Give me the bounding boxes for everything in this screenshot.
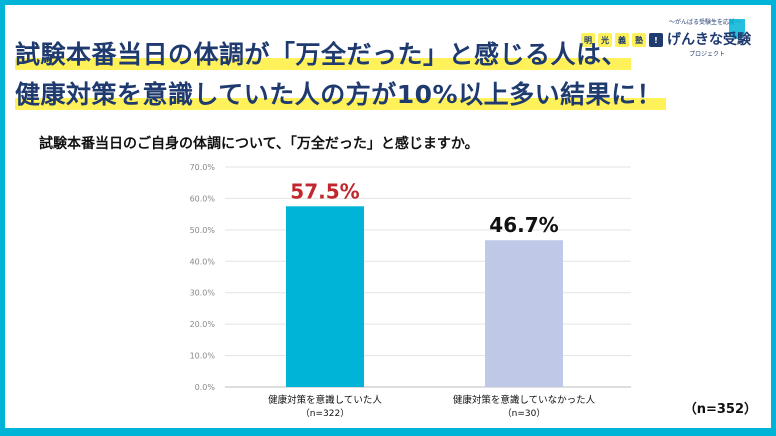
y-tick-label: 0.0% bbox=[195, 383, 216, 392]
logo-pill: ! bbox=[649, 33, 663, 47]
category-label: 健康対策を意識していた人 bbox=[268, 394, 382, 406]
logo-name: げんきな受験 bbox=[667, 32, 751, 48]
y-tick-label: 70.0% bbox=[190, 163, 216, 172]
y-tick-label: 60.0% bbox=[190, 194, 216, 203]
y-tick-label: 30.0% bbox=[190, 289, 216, 298]
bar bbox=[485, 240, 563, 387]
data-label: 57.5% bbox=[290, 179, 359, 203]
data-label: 46.7% bbox=[489, 213, 558, 237]
y-tick-label: 20.0% bbox=[190, 320, 216, 329]
logo-pill: 塾 bbox=[632, 33, 646, 47]
y-tick-label: 50.0% bbox=[190, 226, 216, 235]
y-tick-label: 10.0% bbox=[190, 352, 216, 361]
headline-line-1: 試験本番当日の体調が「万全だった」と感じる人は、 bbox=[15, 39, 632, 71]
category-label: 健康対策を意識していなかった人 bbox=[453, 394, 596, 406]
project-logo: 明 光 義 塾 ! 〜がんばる受験生を応援〜 げんきな受験 プロジェクト bbox=[579, 13, 759, 63]
bar bbox=[286, 206, 364, 387]
y-tick-label: 40.0% bbox=[190, 257, 216, 266]
total-sample-size: （n=352） bbox=[683, 402, 757, 417]
logo-pill: 義 bbox=[615, 33, 629, 47]
category-n-label: （n=322） bbox=[301, 408, 349, 419]
headline: 試験本番当日の体調が「万全だった」と感じる人は、 健康対策を意識していた人の方が… bbox=[15, 39, 667, 111]
survey-question: 試験本番当日のご自身の体調について、「万全だった」と感じますか。 bbox=[39, 136, 479, 152]
shield-icon bbox=[729, 19, 745, 39]
meiko-pills: 明 光 義 塾 ! bbox=[581, 33, 663, 47]
logo-tagline: 〜がんばる受験生を応援〜 bbox=[669, 19, 742, 26]
headline-line-2: 健康対策を意識していた人の方が10%以上多い結果に！ bbox=[15, 79, 667, 111]
logo-pill: 明 bbox=[581, 33, 595, 47]
bar-chart: 0.0% 10.0% 20.0% 30.0% 40.0% 50.0% 60.0% 70.0% 5… bbox=[190, 163, 631, 419]
logo-pill: 光 bbox=[598, 33, 612, 47]
logo-sub: プロジェクト bbox=[689, 51, 726, 58]
category-n-label: （n=30） bbox=[503, 408, 546, 419]
